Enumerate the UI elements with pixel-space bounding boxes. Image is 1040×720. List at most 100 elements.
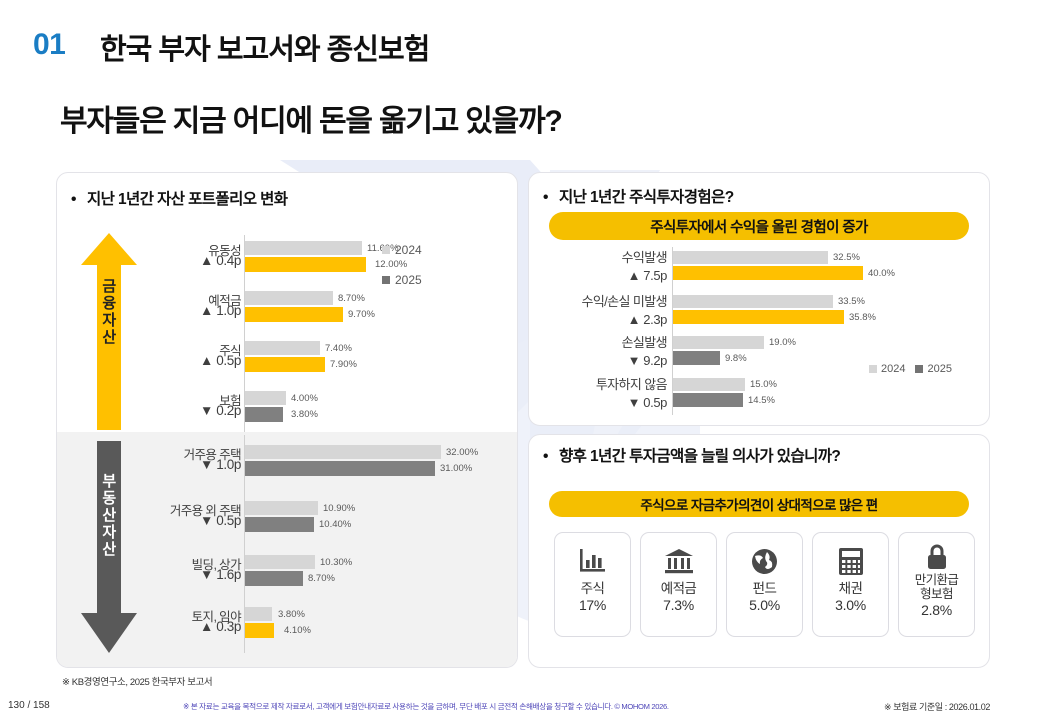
card-value: 7.3%: [663, 597, 694, 614]
delta-label: ▲ 1.0p: [200, 303, 241, 318]
card-deposit[interactable]: 예적금 7.3%: [640, 532, 717, 637]
delta-label: ▼ 9.2p: [627, 353, 668, 368]
legend-item: 2024: [869, 363, 905, 375]
bar-2025: [673, 310, 844, 324]
financial-asset-label: 금 융 자 산: [102, 278, 116, 347]
section-number: 01: [33, 28, 66, 61]
legend-swatch-2025: [382, 276, 390, 284]
bar-2025: [673, 351, 720, 365]
bar-value-2024: 33.5%: [838, 296, 865, 307]
bar-2025: [673, 266, 863, 280]
bar-value-2025: 3.80%: [291, 409, 318, 420]
category-label: 수익발생: [621, 250, 668, 265]
bar-2024: [245, 341, 320, 355]
source-note: ※ KB경영연구소, 2025 한국부자 보고서: [62, 677, 213, 688]
bar-value-2024: 4.00%: [291, 393, 318, 404]
category-label: 수익/손실 미발생: [581, 294, 667, 309]
panel-invest-intent: • 향후 1년간 투자금액을 늘릴 의사가 있습니까? 주식으로 자금추가의견이 …: [528, 434, 990, 668]
bar-value-2024: 7.40%: [325, 343, 352, 354]
category-label: 빌딩, 상가: [191, 558, 242, 572]
card-label: 채권: [838, 581, 863, 596]
delta-label: ▼ 1.0p: [200, 457, 241, 472]
delta-label: ▲ 7.5p: [627, 268, 668, 283]
slide-header: 01 한국 부자 보고서와 종신보험 부자들은 지금 어디에 돈을 옮기고 있을…: [0, 0, 1040, 150]
delta-label: ▼ 0.2p: [200, 403, 241, 418]
bar-value-2025: 14.5%: [748, 395, 775, 406]
lock-icon: [925, 544, 949, 570]
chart-axis-upper: [244, 235, 245, 432]
globe-icon: [750, 544, 779, 578]
bar-2024: [245, 391, 286, 405]
card-label: 만기환급 형보험: [914, 573, 959, 601]
card-value: 3.0%: [835, 597, 866, 614]
delta-label: ▲ 2.3p: [627, 312, 668, 327]
disclaimer-note: ※ 본 자료는 교육을 목적으로 제작 자료로서, 고객에게 보험안내자료로 사…: [183, 702, 669, 711]
bar-2024: [245, 555, 315, 569]
category-label: 예적금: [208, 294, 241, 308]
page-title: 한국 부자 보고서와 종신보험: [100, 34, 430, 66]
card-value: 5.0%: [749, 597, 780, 614]
bar-value-2025: 40.0%: [868, 268, 895, 279]
legend-swatch-2024: [869, 365, 877, 373]
bar-2025: [245, 461, 435, 476]
delta-label: ▲ 0.4p: [200, 253, 241, 268]
category-label: 손실발생: [621, 335, 668, 350]
bar-value-2025: 9.8%: [725, 353, 747, 364]
card-maturity-insurance[interactable]: 만기환급 형보험 2.8%: [898, 532, 975, 637]
delta-label: ▼ 0.5p: [627, 395, 668, 410]
legend-swatch-2024: [382, 246, 390, 254]
panel-portfolio-change: • 지난 1년간 자산 포트폴리오 변화 금 융 자 산 부 동 산 자 산 20…: [56, 172, 518, 668]
card-value: 2.8%: [921, 602, 952, 618]
up-arrow-financial: [79, 233, 139, 435]
bar-2024: [245, 445, 441, 459]
bar-value-2025: 4.10%: [284, 625, 311, 636]
category-label: 유동성: [208, 244, 241, 258]
bar-value-2025: 8.70%: [308, 573, 335, 584]
category-label: 토지, 임야: [191, 610, 242, 624]
investment-cards: 주식 17% 예적금 7.3% 펀드 5.0%: [554, 532, 975, 637]
calculator-icon: [838, 544, 864, 578]
bar-value-2025: 31.00%: [440, 463, 473, 474]
card-bond[interactable]: 채권 3.0%: [812, 532, 889, 637]
card-label: 펀드: [752, 581, 777, 596]
bar-value-2024: 10.30%: [320, 557, 353, 568]
bar-2024: [245, 501, 318, 515]
category-label: 거주용 주택: [183, 448, 242, 462]
bar-value-2024: 32.5%: [833, 252, 860, 263]
delta-label: ▼ 1.6p: [200, 567, 241, 582]
card-stock[interactable]: 주식 17%: [554, 532, 631, 637]
bar-value-2025: 7.90%: [330, 359, 357, 370]
callout-pill-intent: 주식으로 자금추가의견이 상대적으로 많은 편: [549, 491, 969, 517]
category-label: 주식: [219, 344, 241, 358]
card-fund[interactable]: 펀드 5.0%: [726, 532, 803, 637]
bar-value-2024: 10.90%: [323, 503, 356, 514]
legend-swatch-2025: [915, 365, 924, 373]
bar-2025: [245, 623, 274, 638]
delta-label: ▲ 0.5p: [200, 353, 241, 368]
page-number: 130 / 158: [8, 700, 50, 711]
panel-tr-bullet: • 지난 1년간 주식투자경험은?: [543, 189, 734, 206]
bar-value-2024: 3.80%: [278, 609, 305, 620]
bar-2025: [245, 407, 283, 422]
legend-left: 2024 2025: [382, 243, 422, 303]
panel-stock-experience: • 지난 1년간 주식투자경험은? 주식투자에서 수익을 올린 경험이 증가 수익…: [528, 172, 990, 426]
card-value: 17%: [578, 597, 607, 614]
bar-value-2024: 15.0%: [750, 379, 777, 390]
category-label: 거주용 외 주택: [169, 504, 242, 518]
bar-2025: [245, 257, 366, 272]
delta-label: ▲ 0.3p: [200, 619, 241, 634]
bar-2025: [245, 517, 314, 532]
bar-2024: [673, 336, 764, 349]
bar-2025: [673, 393, 743, 407]
bar-value-2025: 9.70%: [348, 309, 375, 320]
legend-top-right: 2024 2025: [869, 363, 952, 375]
panel-br-bullet: • 향후 1년간 투자금액을 늘릴 의사가 있습니까?: [543, 448, 841, 465]
card-label: 주식: [580, 581, 605, 596]
realestate-asset-label: 부 동 산 자 산: [102, 473, 116, 559]
bar-value-2025: 10.40%: [319, 519, 352, 530]
bar-2025: [245, 307, 343, 322]
down-arrow-realestate: [79, 441, 139, 658]
bar-2025: [245, 571, 303, 586]
legend-item: 2025: [915, 363, 952, 375]
bar-2024: [673, 378, 745, 391]
